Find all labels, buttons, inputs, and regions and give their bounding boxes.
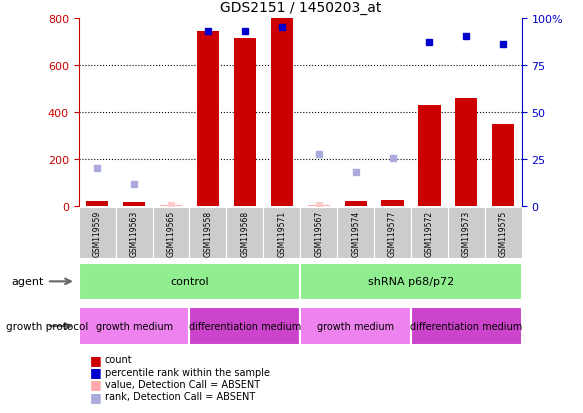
Text: GSM119568: GSM119568: [240, 210, 250, 256]
Bar: [79, 308, 189, 345]
Text: GSM119567: GSM119567: [314, 210, 323, 256]
Bar: [300, 308, 411, 345]
Text: growth medium: growth medium: [317, 321, 394, 331]
Bar: [153, 208, 189, 258]
Text: GSM119565: GSM119565: [167, 210, 175, 256]
Bar: [115, 208, 153, 258]
Text: differentiation medium: differentiation medium: [410, 321, 522, 331]
Text: GSM119558: GSM119558: [203, 210, 212, 256]
Text: GSM119574: GSM119574: [351, 210, 360, 256]
Bar: [160, 205, 182, 206]
Bar: [485, 208, 522, 258]
Text: GSM119575: GSM119575: [499, 210, 508, 256]
Bar: [374, 208, 411, 258]
Text: ■: ■: [90, 353, 102, 366]
Bar: [189, 308, 300, 345]
Text: control: control: [170, 277, 209, 287]
Text: growth protocol: growth protocol: [6, 321, 88, 331]
Bar: [234, 38, 256, 206]
Text: GSM119563: GSM119563: [129, 210, 139, 256]
Bar: [79, 208, 115, 258]
Bar: [189, 208, 226, 258]
Bar: [337, 208, 374, 258]
Bar: [381, 201, 403, 206]
Bar: [86, 202, 108, 206]
Text: GSM119573: GSM119573: [462, 210, 471, 256]
Bar: [264, 208, 300, 258]
Title: GDS2151 / 1450203_at: GDS2151 / 1450203_at: [220, 1, 381, 15]
Bar: [345, 202, 367, 206]
Bar: [79, 263, 300, 300]
Bar: [300, 208, 337, 258]
Text: differentiation medium: differentiation medium: [189, 321, 301, 331]
Text: shRNA p68/p72: shRNA p68/p72: [368, 277, 454, 287]
Bar: [308, 205, 330, 206]
Text: GSM119571: GSM119571: [278, 210, 286, 256]
Bar: [448, 208, 485, 258]
Text: growth medium: growth medium: [96, 321, 173, 331]
Text: rank, Detection Call = ABSENT: rank, Detection Call = ABSENT: [105, 392, 255, 401]
Bar: [455, 98, 477, 206]
Text: GSM119559: GSM119559: [93, 210, 101, 256]
Text: ■: ■: [90, 390, 102, 403]
Bar: [492, 124, 514, 206]
Text: value, Detection Call = ABSENT: value, Detection Call = ABSENT: [105, 379, 260, 389]
Bar: [300, 263, 522, 300]
Text: ■: ■: [90, 377, 102, 391]
Text: GSM119572: GSM119572: [425, 210, 434, 256]
Text: count: count: [105, 354, 132, 364]
Bar: [123, 203, 145, 206]
Bar: [411, 208, 448, 258]
Text: agent: agent: [12, 277, 44, 287]
Bar: [197, 31, 219, 206]
Bar: [419, 105, 441, 206]
Bar: [226, 208, 264, 258]
Bar: [411, 308, 522, 345]
Text: ■: ■: [90, 365, 102, 378]
Text: GSM119577: GSM119577: [388, 210, 397, 256]
Text: percentile rank within the sample: percentile rank within the sample: [105, 367, 270, 377]
Bar: [271, 19, 293, 207]
